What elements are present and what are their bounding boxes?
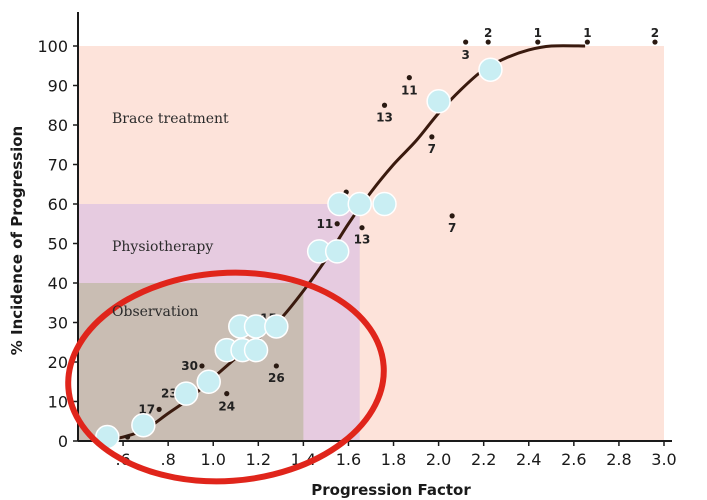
x-tick-label-1.8: 1.8 xyxy=(381,450,406,469)
x-tick-label-1: 1.0 xyxy=(201,450,226,469)
x-tick-label-3: 3.0 xyxy=(651,450,676,469)
x-tick-label-1.6: 1.6 xyxy=(336,450,361,469)
highlight-point xyxy=(264,314,289,339)
y-tick-label-40: 40 xyxy=(48,274,68,293)
region-label-physiotherapy: Physiotherapy xyxy=(112,239,213,255)
highlight-point xyxy=(131,412,156,438)
observed-point-label: 2 xyxy=(484,26,492,40)
x-tick-label-2.6: 2.6 xyxy=(561,450,586,469)
observed-point xyxy=(652,39,658,45)
observed-point xyxy=(429,134,435,140)
highlight-point xyxy=(478,57,503,82)
highlight-point xyxy=(324,239,350,264)
highlight-point xyxy=(426,89,451,114)
y-tick-label-20: 20 xyxy=(48,353,68,372)
observed-point-label: 1 xyxy=(583,26,591,40)
x-tick-label-2.4: 2.4 xyxy=(516,450,541,469)
highlight-point xyxy=(243,337,269,363)
observed-point-label: 2 xyxy=(651,26,659,40)
red-circle-annotation xyxy=(65,269,387,485)
observed-point xyxy=(485,39,491,45)
y-tick-label-10: 10 xyxy=(48,393,68,412)
observed-point xyxy=(334,221,340,227)
observed-point xyxy=(535,39,541,45)
observed-point-label: 23 xyxy=(161,387,178,401)
y-tick-label-70: 70 xyxy=(48,156,68,175)
y-tick-label-60: 60 xyxy=(48,195,68,214)
region-label-brace-treatment: Brace treatment xyxy=(112,111,229,127)
observed-point-label: 13 xyxy=(376,110,393,124)
observed-point-label: 3 xyxy=(461,48,469,62)
highlight-point xyxy=(347,191,372,217)
region-label-observation: Observation xyxy=(112,304,198,320)
observed-point xyxy=(156,406,162,412)
observed-point xyxy=(584,39,590,45)
highlight-point xyxy=(196,369,221,394)
highlight-point xyxy=(173,381,199,406)
x-axis-title: Progression Factor xyxy=(311,481,471,499)
observed-point xyxy=(406,75,412,81)
observed-point xyxy=(273,363,279,369)
annotations xyxy=(65,269,387,485)
observed-point-label: 11 xyxy=(401,84,418,98)
y-tick-label-30: 30 xyxy=(48,314,68,333)
observed-point-label: 7 xyxy=(448,221,456,235)
observed-point-label: 13 xyxy=(354,233,371,247)
observed-point-label: 24 xyxy=(218,400,235,414)
observed-point-label: 26 xyxy=(268,371,285,385)
y-axis-title: % Incidence of Progression xyxy=(8,126,26,355)
observed-point-label: 11 xyxy=(316,217,333,231)
x-tick-label-2: 2.0 xyxy=(426,450,451,469)
observed-point xyxy=(199,363,205,369)
labels: Brace treatment Physiotherapy Observation xyxy=(112,111,229,320)
x-tick-label-2.8: 2.8 xyxy=(606,450,631,469)
x-tick-label-1.2: 1.2 xyxy=(246,450,271,469)
observed-point xyxy=(463,39,469,45)
y-tick-label-0: 0 xyxy=(58,432,68,451)
observed-point-label: 30 xyxy=(181,359,198,373)
observed-point xyxy=(224,391,230,397)
y-tick-label-90: 90 xyxy=(48,77,68,96)
observed-point-label: 17 xyxy=(138,402,155,416)
x-tick-label-2.2: 2.2 xyxy=(471,450,496,469)
y-tick-label-50: 50 xyxy=(48,235,68,254)
observed-point xyxy=(449,213,455,219)
observed-point-label: 1 xyxy=(534,26,542,40)
y-tick-label-100: 100 xyxy=(37,37,68,56)
highlight-point xyxy=(372,191,397,217)
observed-point xyxy=(381,102,388,108)
observed-point xyxy=(124,434,131,440)
highlight-points xyxy=(95,57,503,450)
x-tick-label-0.8: .8 xyxy=(161,450,176,469)
observed-point-label: 7 xyxy=(428,142,436,156)
observed-point xyxy=(359,225,365,231)
y-tick-label-80: 80 xyxy=(48,116,68,135)
